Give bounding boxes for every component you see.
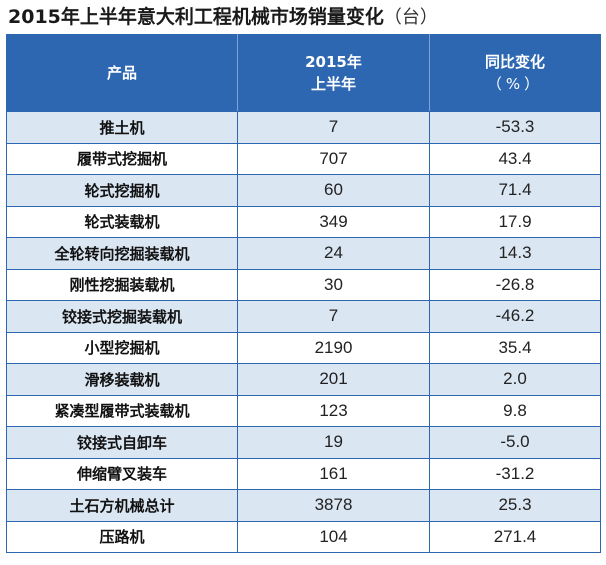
product-cell: 小型挖掘机 (6, 331, 238, 364)
change-cell: -53.3 (429, 111, 601, 144)
change-cell: 271.4 (429, 520, 601, 553)
table-row: 小型挖掘机 2190 35.4 (6, 331, 601, 364)
table-row: 履带式挖掘机 707 43.4 (6, 142, 601, 175)
table-row: 压路机 104 271.4 (6, 520, 601, 553)
change-cell: -26.8 (429, 268, 601, 301)
table-row: 紧凑型履带式装载机 123 9.8 (6, 394, 601, 427)
header-product: 产品 (6, 34, 238, 112)
sales-cell: 19 (237, 426, 430, 459)
table-row: 推土机 7 -53.3 (6, 111, 601, 144)
change-cell: -31.2 (429, 457, 601, 490)
table-row: 刚性挖掘装载机 30 -26.8 (6, 268, 601, 301)
product-cell: 土石方机械总计 (6, 489, 238, 522)
sales-cell: 161 (237, 457, 430, 490)
title-unit: （台） (383, 7, 438, 28)
sales-table: 产品 2015年 上半年 同比变化 （%） 推土机 7 -53.3 履带式挖掘机… (6, 34, 601, 553)
product-cell: 铰接式挖掘装载机 (6, 300, 238, 333)
sales-cell: 3878 (237, 489, 430, 522)
product-cell: 滑移装载机 (6, 363, 238, 396)
sales-cell: 104 (237, 520, 430, 553)
table-row: 滑移装载机 201 2.0 (6, 363, 601, 396)
product-cell: 伸缩臂叉装车 (6, 457, 238, 490)
product-cell: 履带式挖掘机 (6, 142, 238, 175)
product-cell: 紧凑型履带式装载机 (6, 394, 238, 427)
product-cell: 压路机 (6, 520, 238, 553)
sales-cell: 201 (237, 363, 430, 396)
title-text: 2015年上半年意大利工程机械市场销量变化 (8, 6, 384, 28)
sales-cell: 123 (237, 394, 430, 427)
header-change-line1: 同比变化 (484, 53, 545, 71)
sales-cell: 7 (237, 300, 430, 333)
change-cell: 2.0 (429, 363, 601, 396)
sales-cell: 2190 (237, 331, 430, 364)
sales-cell: 707 (237, 142, 430, 175)
table-row: 全轮转向挖掘装载机 24 14.3 (6, 237, 601, 270)
table-row: 轮式挖掘机 60 71.4 (6, 174, 601, 207)
table-row: 土石方机械总计 3878 25.3 (6, 489, 601, 522)
header-sales-line2: 上半年 (310, 75, 356, 93)
sales-cell: 60 (237, 174, 430, 207)
product-cell: 铰接式自卸车 (6, 426, 238, 459)
change-cell: -46.2 (429, 300, 601, 333)
sales-cell: 30 (237, 268, 430, 301)
table-row: 伸缩臂叉装车 161 -31.2 (6, 457, 601, 490)
change-cell: 43.4 (429, 142, 601, 175)
change-cell: 25.3 (429, 489, 601, 522)
change-cell: 17.9 (429, 205, 601, 238)
table-row: 轮式装载机 349 17.9 (6, 205, 601, 238)
table-row: 铰接式自卸车 19 -5.0 (6, 426, 601, 459)
change-cell: 9.8 (429, 394, 601, 427)
product-cell: 轮式挖掘机 (6, 174, 238, 207)
product-cell: 刚性挖掘装载机 (6, 268, 238, 301)
sales-cell: 24 (237, 237, 430, 270)
header-product-label: 产品 (106, 64, 137, 82)
sales-cell: 349 (237, 205, 430, 238)
change-cell: 14.3 (429, 237, 601, 270)
header-row: 产品 2015年 上半年 同比变化 （%） (6, 34, 601, 112)
product-cell: 全轮转向挖掘装载机 (6, 237, 238, 270)
header-change-line2: （%） (486, 75, 544, 93)
header-sales: 2015年 上半年 (237, 34, 430, 112)
header-change: 同比变化 （%） (429, 34, 601, 112)
header-sales-line1: 2015年 (305, 53, 362, 71)
table-row: 铰接式挖掘装载机 7 -46.2 (6, 300, 601, 333)
page-title: 2015年上半年意大利工程机械市场销量变化（台） (0, 0, 606, 34)
change-cell: -5.0 (429, 426, 601, 459)
product-cell: 推土机 (6, 111, 238, 144)
change-cell: 71.4 (429, 174, 601, 207)
sales-cell: 7 (237, 111, 430, 144)
change-cell: 35.4 (429, 331, 601, 364)
product-cell: 轮式装载机 (6, 205, 238, 238)
